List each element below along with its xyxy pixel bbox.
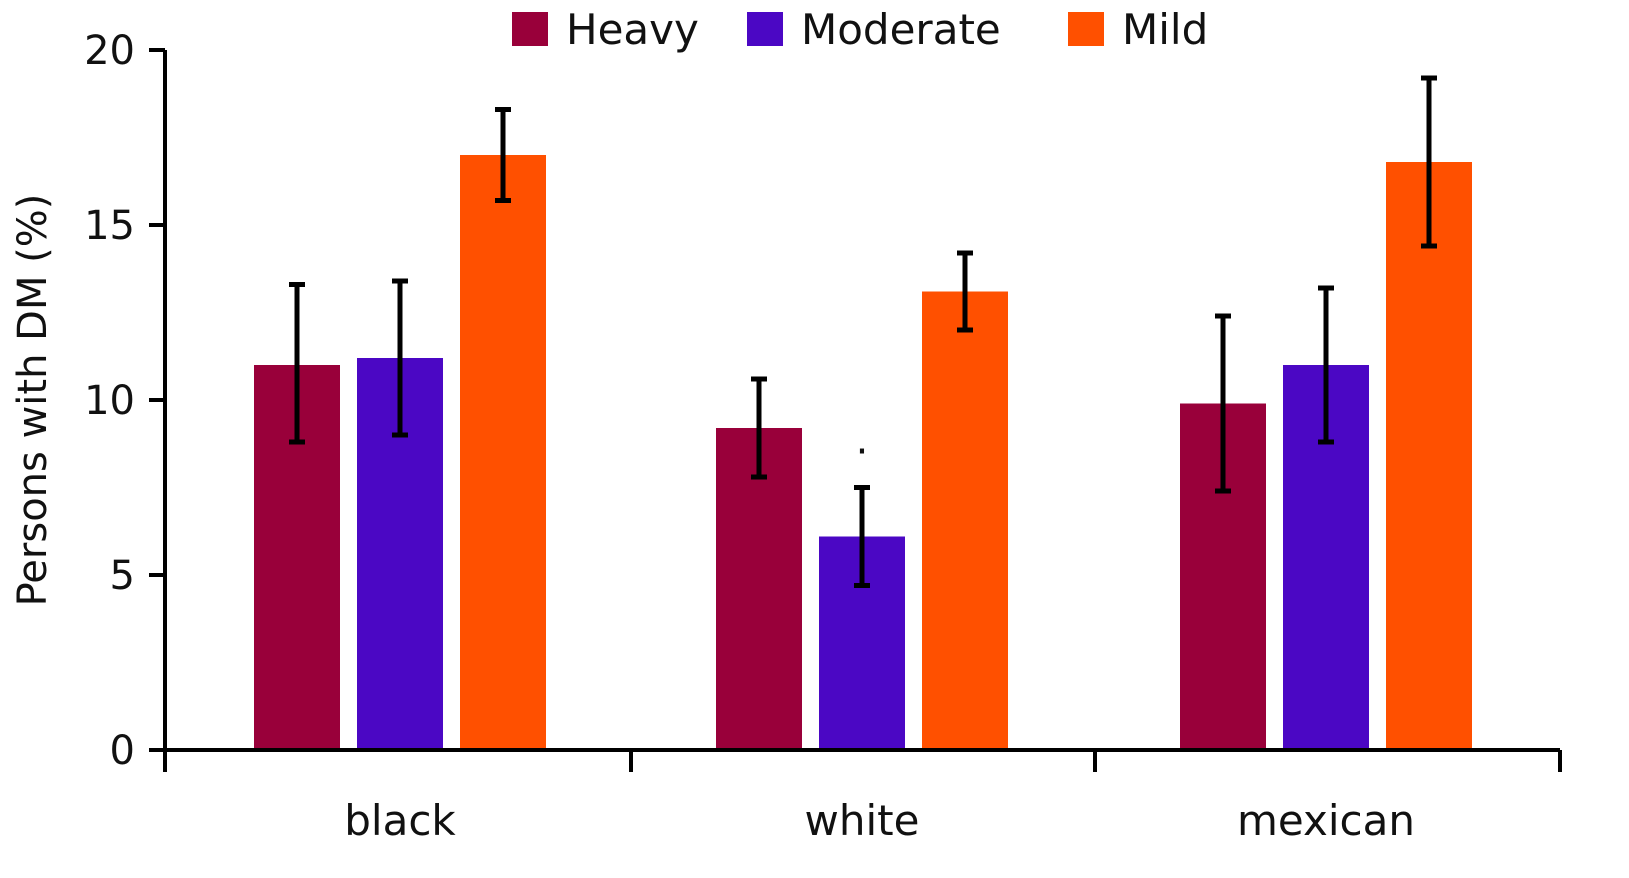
legend-swatch bbox=[1068, 12, 1104, 46]
y-tick-label: 10 bbox=[84, 378, 135, 424]
significance-mark: . bbox=[856, 418, 869, 464]
legend-label: Heavy bbox=[566, 5, 699, 54]
y-axis-ticks: 0 5 10 15 20 bbox=[84, 28, 165, 774]
x-category-label: black bbox=[344, 796, 456, 845]
bar-white-heavy bbox=[716, 428, 802, 750]
bars bbox=[254, 155, 1472, 750]
x-axis-labels: black white mexican bbox=[344, 796, 1415, 845]
y-tick-label: 0 bbox=[110, 728, 135, 774]
legend: Heavy Moderate Mild bbox=[512, 5, 1208, 54]
legend-item-heavy: Heavy bbox=[512, 5, 699, 54]
legend-label: Moderate bbox=[801, 5, 1001, 54]
y-tick-label: 20 bbox=[84, 28, 135, 74]
legend-swatch bbox=[747, 12, 783, 46]
y-tick-label: 5 bbox=[110, 553, 135, 599]
bar-white-mild bbox=[922, 291, 1008, 750]
annotations: . bbox=[856, 418, 869, 464]
bar-black-mild bbox=[460, 155, 546, 750]
axes bbox=[163, 50, 1562, 772]
y-axis-title: Persons with DM (%) bbox=[10, 194, 56, 607]
error-bars bbox=[289, 75, 1437, 588]
legend-item-mild: Mild bbox=[1068, 5, 1208, 54]
x-category-label: mexican bbox=[1237, 796, 1415, 845]
bar-mexican-mild bbox=[1386, 162, 1472, 750]
legend-swatch bbox=[512, 12, 548, 46]
x-category-label: white bbox=[805, 796, 920, 845]
y-tick-label: 15 bbox=[84, 203, 135, 249]
legend-label: Mild bbox=[1122, 5, 1208, 54]
legend-item-moderate: Moderate bbox=[747, 5, 1001, 54]
